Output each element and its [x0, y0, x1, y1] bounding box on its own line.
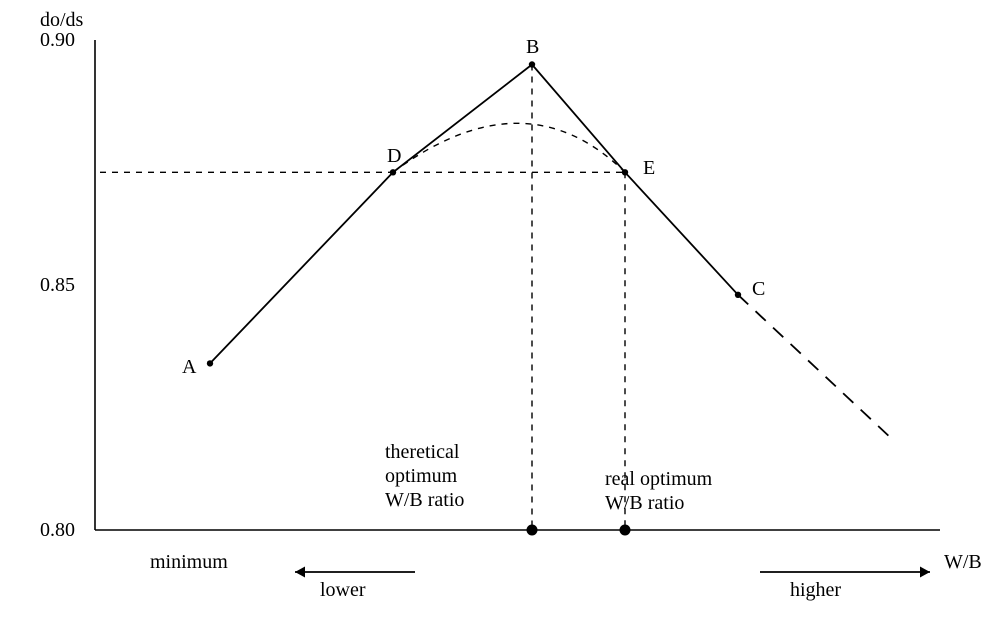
point-label-a: A	[182, 355, 196, 379]
higher-arrow-head	[920, 567, 930, 578]
lower-label: lower	[320, 578, 366, 602]
y-tick-label: 0.85	[40, 273, 75, 297]
point-d	[390, 169, 396, 175]
y-axis-label: do/ds	[40, 8, 83, 32]
point-e	[622, 169, 628, 175]
higher-label: higher	[790, 578, 841, 602]
point-label-b: B	[526, 35, 539, 59]
y-tick-label: 0.80	[40, 518, 75, 542]
point-c	[735, 292, 741, 298]
caption-theoretical: theretical optimum W/B ratio	[385, 440, 464, 512]
caption-real: real optimum W/B ratio	[605, 467, 712, 515]
point-a	[207, 360, 213, 366]
main-polyline	[210, 65, 738, 364]
point-label-e: E	[643, 156, 655, 180]
point-label-d: D	[387, 144, 401, 168]
x-axis-label: W/B	[944, 550, 982, 574]
lower-arrow-head	[295, 567, 305, 578]
chart-svg	[0, 0, 995, 630]
axis-dot-real	[620, 525, 631, 536]
point-label-c: C	[752, 277, 765, 301]
axis-dot-theoretical	[527, 525, 538, 536]
minimum-label: minimum	[150, 550, 228, 574]
extension-dashed	[738, 295, 895, 442]
point-b	[529, 61, 535, 67]
chart-container: 0.800.850.90do/dsW/BABCDEminimumlowerhig…	[0, 0, 995, 630]
